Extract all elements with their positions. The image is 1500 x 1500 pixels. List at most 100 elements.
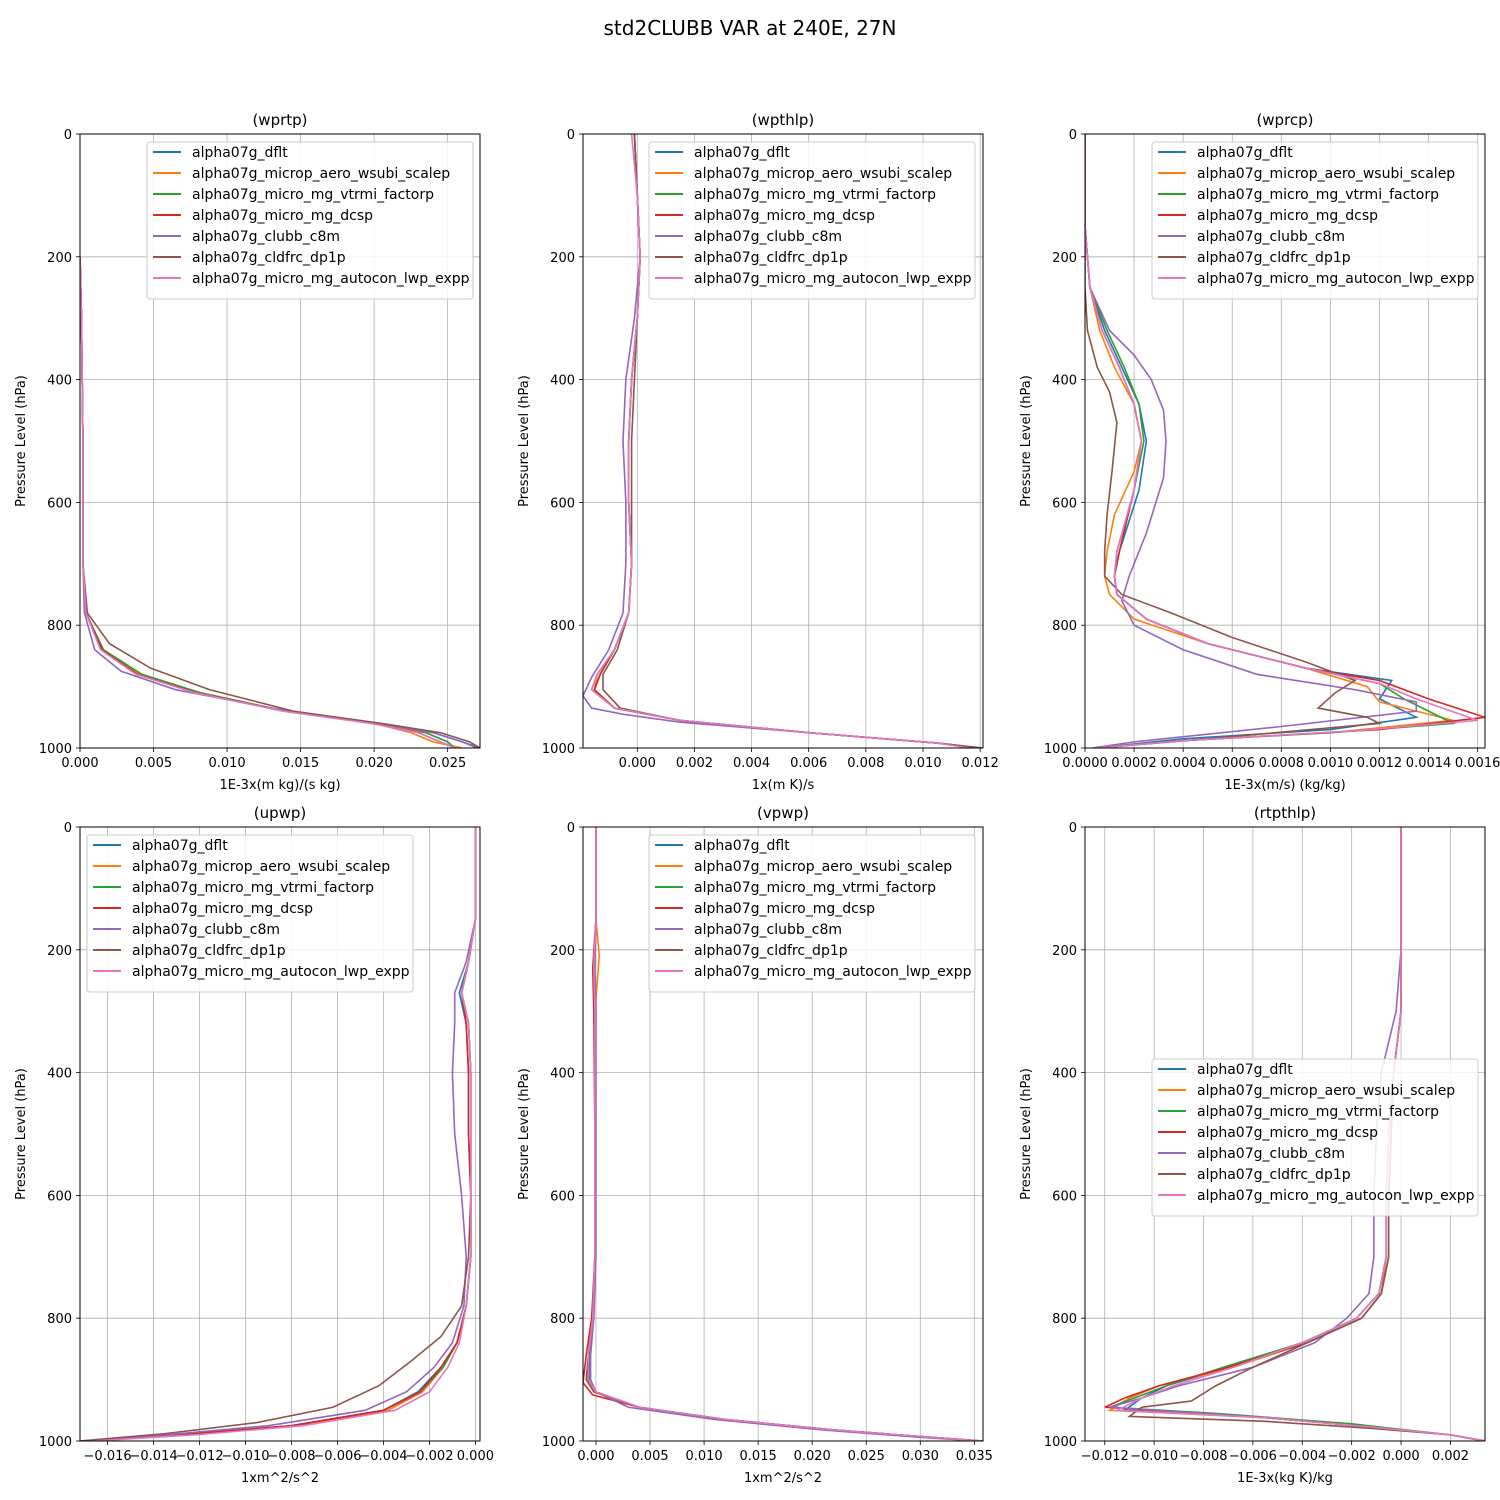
y-tick-label: 400 [1052,1067,1077,1082]
axes-frame [79,826,481,1442]
x-tick-label: −0.002 [405,1449,453,1464]
x-tick-label: 0.015 [740,1449,777,1464]
y-axis-label: Pressure Level (hPa) [14,375,29,507]
x-tick-label: 0.025 [429,756,466,771]
y-tick-label: 800 [47,1312,72,1327]
x-tick-label: 0.006 [790,756,827,771]
x-tick-label: 0.002 [1432,1449,1469,1464]
y-tick-label: 200 [47,944,72,959]
y-axis-label: Pressure Level (hPa) [517,1068,532,1200]
x-tick-label: 0.004 [733,756,770,771]
legend-label: alpha07g_micro_mg_autocon_lwp_expp [1197,1188,1475,1204]
legend-label: alpha07g_cldfrc_dp1p [132,943,286,959]
x-tick-label: 0.000 [61,756,98,771]
y-tick-label: 600 [47,496,72,511]
legend-label: alpha07g_clubb_c8m [694,922,842,938]
legend-label: alpha07g_micro_mg_vtrmi_factorp [694,187,936,203]
y-tick-label: 600 [47,1189,72,1204]
y-tick-label: 800 [1052,619,1077,634]
y-tick-label: 0 [1069,821,1077,836]
x-axis-label: 1xm^2/s^2 [241,1471,319,1486]
y-tick-label: 400 [47,374,72,389]
x-tick-label: 0.000 [577,1449,614,1464]
legend-label: alpha07g_micro_mg_dcsp [694,901,875,917]
legend-box [1151,1058,1479,1217]
x-tick-label: −0.008 [267,1449,315,1464]
subplot-title: (upwp) [254,804,307,822]
figure-title: std2CLUBB VAR at 240E, 27N [603,16,897,40]
legend-label: alpha07g_dflt [1197,145,1293,161]
x-tick-label: −0.006 [313,1449,361,1464]
legend-label: alpha07g_micro_mg_autocon_lwp_expp [192,271,470,287]
x-tick-label: 0.020 [356,756,393,771]
y-axis-label: Pressure Level (hPa) [1019,1068,1034,1200]
series-line-alpha07g_micro_mg_autocon_lwp_expp [80,256,456,748]
subplot-title: (vpwp) [757,804,809,822]
legend-label: alpha07g_microp_aero_wsubi_scalep [1197,1083,1455,1099]
x-tick-label: 0.025 [848,1449,885,1464]
x-tick-label: 0.035 [956,1449,993,1464]
subplot-title: (wprtp) [252,111,307,129]
legend-label: alpha07g_micro_mg_dcsp [132,901,313,917]
y-tick-label: 1000 [1044,1435,1077,1450]
legend: alpha07g_dflt alpha07g_microp_aero_wsubi_… [648,141,976,300]
y-tick-label: 200 [1052,251,1077,266]
x-tick-label: 0.000 [1382,1449,1419,1464]
legend-box [1151,141,1479,300]
legend: alpha07g_dflt alpha07g_microp_aero_wsubi_… [1151,1058,1479,1217]
series-line-alpha07g_clubb_c8m [80,827,477,1441]
axes-frame [79,133,481,749]
legend-label: alpha07g_microp_aero_wsubi_scalep [694,166,952,182]
legend-label: alpha07g_micro_mg_dcsp [1197,208,1378,224]
axes-frame [1084,826,1486,1442]
y-tick-label: 800 [550,619,575,634]
subplot-rtpthlp: −0.012 −0.010 −0.008 −0.006 −0.004 −0.002 0.00… [1019,804,1486,1486]
x-tick-label: 0.030 [902,1449,939,1464]
axes-frame [582,826,984,1442]
series-line-alpha07g_clubb_c8m [589,827,979,1441]
legend-label: alpha07g_cldfrc_dp1p [694,943,848,959]
legend-label: alpha07g_clubb_c8m [694,229,842,245]
series-line-alpha07g_clubb_c8m [583,134,975,748]
x-tick-label: 0.010 [208,756,245,771]
y-tick-label: 0 [64,821,72,836]
y-tick-label: 0 [567,821,575,836]
axes-frame [1084,133,1486,749]
legend-label: alpha07g_cldfrc_dp1p [1197,250,1351,266]
y-axis-label: Pressure Level (hPa) [14,1068,29,1200]
y-axis-label: Pressure Level (hPa) [1019,375,1034,507]
legend-label: alpha07g_micro_mg_autocon_lwp_expp [694,271,972,287]
y-tick-label: 400 [1052,374,1077,389]
legend-label: alpha07g_micro_mg_vtrmi_factorp [192,187,434,203]
series-line-alpha07g_micro_mg_autocon_lwp_expp [590,134,969,748]
subplot-vpwp: 0.000 0.005 0.010 0.015 0.020 0.025 0.030 0.035… [517,804,993,1486]
y-tick-label: 0 [1069,128,1077,143]
legend-label: alpha07g_micro_mg_vtrmi_factorp [132,880,374,896]
x-tick-label: 0.0008 [1259,756,1305,771]
subplot-wprcp: 0.0000 0.0002 0.0004 0.0006 0.0008 0.0010 0.00… [1019,111,1500,793]
legend-label: alpha07g_clubb_c8m [132,922,280,938]
x-tick-label: 0.012 [962,756,999,771]
legend: alpha07g_dflt alpha07g_microp_aero_wsubi_… [86,834,414,993]
x-axis-label: 1E-3x(kg K)/kg [1237,1471,1333,1486]
x-tick-label: −0.002 [1328,1449,1376,1464]
legend-label: alpha07g_micro_mg_vtrmi_factorp [694,880,936,896]
y-tick-label: 600 [550,496,575,511]
subplot-wpthlp: 0.000 0.002 0.004 0.006 0.008 0.010 0.012 0 200 4… [517,111,999,793]
x-axis-label: 1E-3x(m kg)/(s kg) [219,778,340,793]
y-tick-label: 400 [47,1067,72,1082]
y-tick-label: 1000 [542,742,575,757]
legend-label: alpha07g_micro_mg_vtrmi_factorp [1197,187,1439,203]
x-tick-label: 0.0002 [1111,756,1157,771]
y-tick-label: 1000 [39,742,72,757]
legend-box [648,141,976,300]
series-line-alpha07g_cldfrc_dp1p [1085,134,1383,748]
x-tick-label: −0.008 [1179,1449,1227,1464]
series-line-alpha07g_clubb_c8m [1085,134,1418,748]
x-tick-label: 0.0016 [1455,756,1500,771]
x-tick-label: −0.004 [359,1449,407,1464]
x-tick-label: 0.0012 [1357,756,1403,771]
x-tick-label: −0.006 [1229,1449,1277,1464]
x-tick-label: 0.010 [685,1449,722,1464]
legend: alpha07g_dflt alpha07g_microp_aero_wsubi_… [1151,141,1479,300]
